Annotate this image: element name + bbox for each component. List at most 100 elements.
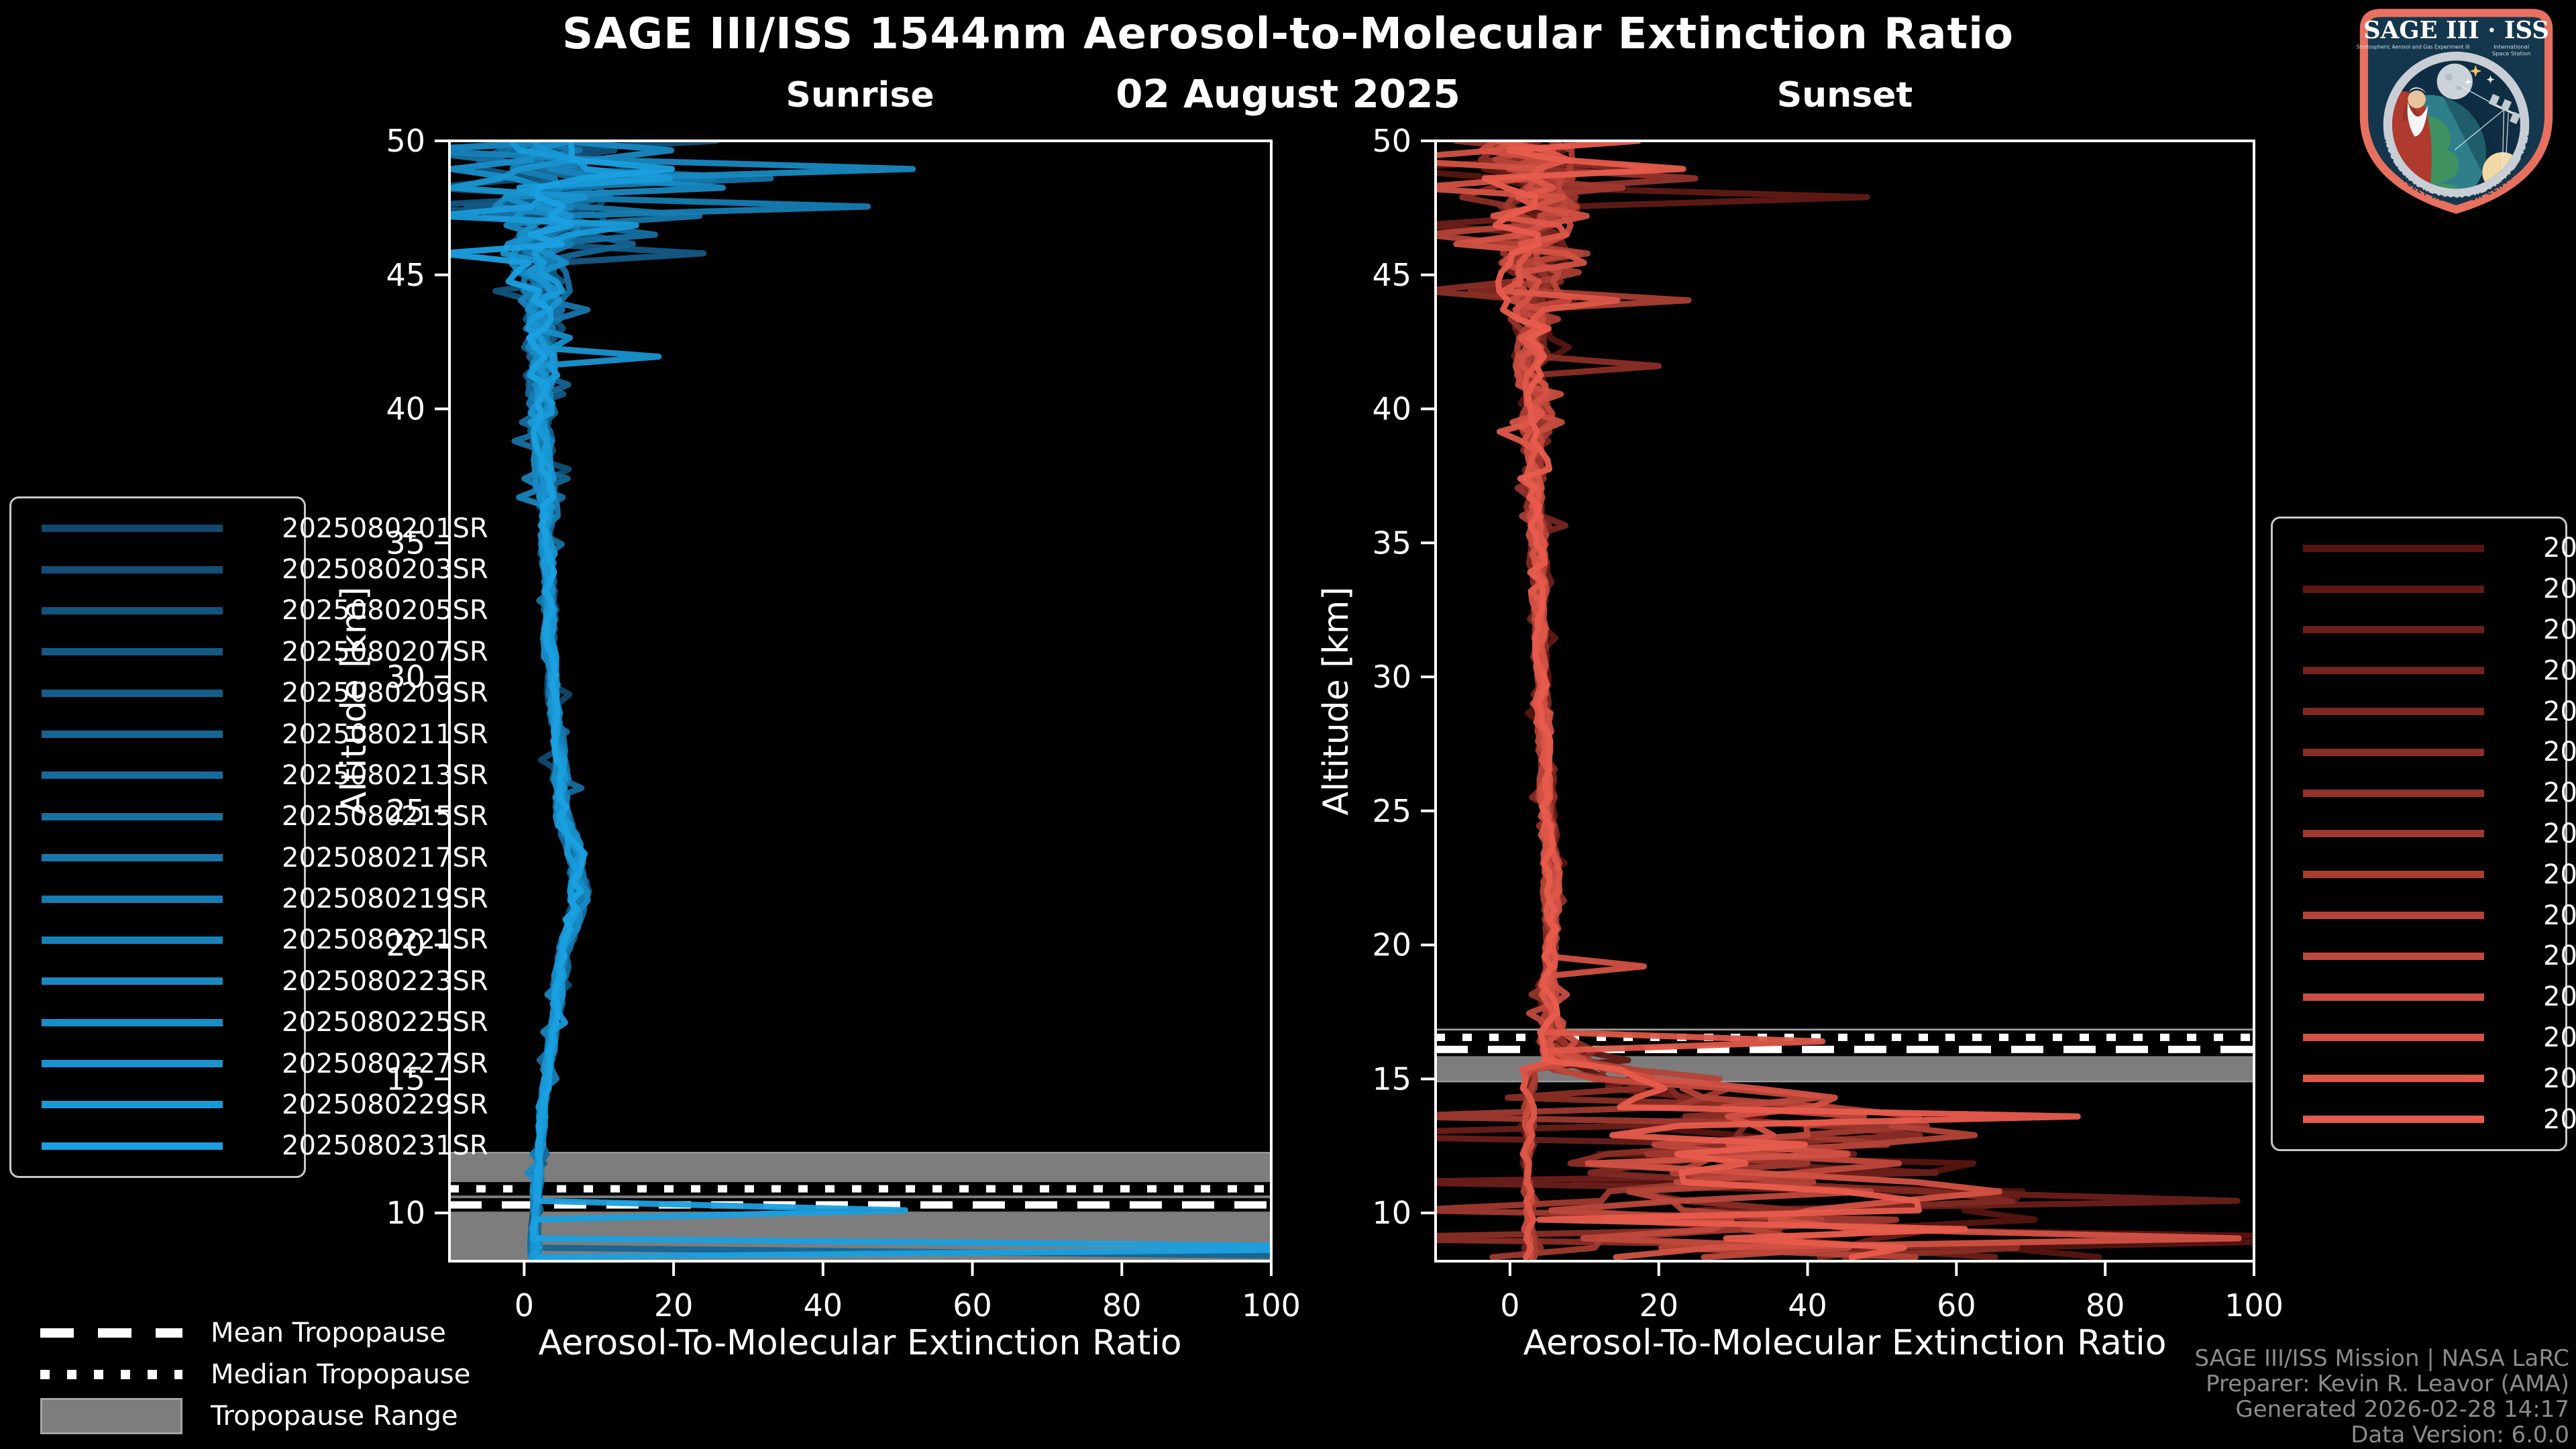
legend-label: 2025080220SS [2543, 900, 2576, 931]
legend-line-swatch [42, 648, 223, 656]
x-tick-label: 60 [953, 1287, 992, 1324]
legend-item: 2025080209SR [11, 678, 488, 708]
legend-label: 2025080203SR [282, 554, 488, 586]
legend-line-swatch [42, 689, 223, 697]
x-tick-label: 40 [1788, 1287, 1827, 1324]
mission-logo: SAGE III · ISS Stratospheric Aerosol and… [2345, 4, 2553, 214]
legend-line-swatch [2303, 993, 2484, 1001]
tropopause-band-swatch [40, 1398, 182, 1434]
y-tick-label: 30 [386, 659, 425, 695]
sunset-yaxis-label: Altitude [km] [1316, 586, 1356, 816]
tropopause-legend-label: Mean Tropopause [211, 1318, 446, 1348]
legend-item: 2025080231SR [11, 1130, 488, 1161]
legend-line-swatch [2303, 708, 2484, 716]
y-tick-label: 40 [1372, 391, 1411, 427]
tropopause-legend-label: Tropopause Range [211, 1401, 458, 1432]
legend-line-swatch [2303, 871, 2484, 879]
legend-label: 2025080212SS [2543, 737, 2576, 768]
legend-label: 2025080211SR [282, 718, 488, 750]
legend-line-swatch [42, 895, 223, 903]
y-tick-label: 50 [1372, 123, 1411, 159]
legend-label: 2025080213SR [282, 759, 488, 791]
legend-item: 2025080215SR [11, 801, 488, 832]
date-subtitle: 02 August 2025 [1116, 71, 1460, 117]
legend-label: 2025080206SS [2543, 614, 2576, 645]
y-tick-label: 20 [386, 927, 425, 963]
legend-item: 2025080222SS [2273, 941, 2576, 971]
attribution-data-version: Data Version: 6.0.0 [2351, 1421, 2569, 1448]
legend-item: 2025080201SR [11, 513, 488, 544]
legend-label: 2025080222SS [2543, 941, 2576, 972]
y-tick-label: 10 [386, 1195, 425, 1231]
sunrise-plot: 0 20 40 60 80 100 10 15 20 25 30 35 40 45 50 [386, 123, 1301, 1324]
legend-item: 2025080206SS [2273, 614, 2576, 645]
legend-label: 2025080226SS [2543, 1022, 2576, 1053]
moon-icon [2436, 63, 2473, 100]
iss-icon [2488, 93, 2520, 125]
page-title: SAGE III/ISS 1544nm Aerosol-to-Molecular… [562, 9, 2014, 59]
legend-line-swatch [42, 1060, 223, 1068]
attribution-generated: Generated 2026-02-28 14:17 [2235, 1396, 2569, 1423]
profile-line-2025080206SS [1436, 141, 2241, 1260]
legend-item: 2025080216SS [2273, 818, 2576, 849]
legend-label: 2025080215SR [282, 801, 488, 833]
logo-subtitle-left: Stratospheric Aerosol and Gas Experiment… [2357, 44, 2470, 50]
sunset-panel-title: Sunset [1776, 75, 1913, 115]
legend-item: 2025080214SS [2273, 777, 2576, 808]
sunset-plot-area [1436, 141, 2254, 1260]
legend-item: 2025080230SS [2273, 1104, 2576, 1135]
sunrise-panel-title: Sunrise [786, 75, 934, 115]
legend-item: 2025080210SS [2273, 696, 2576, 727]
y-tick-label: 45 [1372, 257, 1411, 293]
x-tick-label: 0 [1500, 1287, 1519, 1324]
legend-item: 2025080228SS [2273, 1063, 2576, 1094]
legend-line-swatch [2303, 789, 2484, 797]
legend-line-swatch [42, 731, 223, 739]
tropopause-dotted-swatch [40, 1370, 182, 1379]
legend-item: 2025080212SS [2273, 737, 2576, 767]
logo-subtitle-right-1: International [2493, 44, 2529, 50]
legend-item: 2025080213SR [11, 760, 488, 791]
y-tick-label: 15 [386, 1061, 425, 1097]
legend-line-swatch [2303, 667, 2484, 675]
sunset-plot: 0 20 40 60 80 100 10 15 20 25 30 35 40 45 50 [1372, 123, 2283, 1324]
legend-item: 2025080202SS [2273, 533, 2576, 564]
axes-spine [448, 140, 1273, 1263]
legend-line-swatch [2303, 912, 2484, 920]
y-tick-label: 10 [1372, 1195, 1411, 1231]
legend-label: 2025080204SS [2543, 574, 2576, 605]
x-tick-label: 100 [1242, 1287, 1301, 1324]
legend-label: 2025080225SR [282, 1007, 488, 1038]
legend-item: 2025080220SS [2273, 900, 2576, 931]
legend-label: 2025080216SS [2543, 818, 2576, 849]
x-tick-label: 20 [1639, 1287, 1678, 1324]
profile-line-2025080220SS [1436, 141, 1978, 1260]
legend-label: 2025080219SR [282, 883, 488, 915]
legend-item: 2025080229SR [11, 1089, 488, 1120]
profile-line-2025080230SS [1481, 141, 2081, 1260]
legend-item: 2025080219SR [11, 883, 488, 914]
legend-label: 2025080202SS [2543, 533, 2576, 564]
y-tick-label: 25 [1372, 793, 1411, 829]
tropopause-legend-item: Tropopause Range [40, 1395, 470, 1437]
legend-item: 2025080223SR [11, 966, 488, 997]
tropopause-legend: Mean Tropopause Median Tropopause Tropopau… [40, 1312, 470, 1437]
legend-item: 2025080221SR [11, 924, 488, 955]
legend-label: 2025080209SR [282, 678, 488, 709]
x-tick-label: 0 [515, 1287, 534, 1324]
legend-item: 2025080225SR [11, 1007, 488, 1038]
legend-label: 2025080227SR [282, 1048, 488, 1079]
legend-label: 2025080228SS [2543, 1063, 2576, 1094]
x-tick-label: 60 [1937, 1287, 1976, 1324]
legend-label: 2025080231SR [282, 1130, 488, 1162]
legend-line-swatch [2303, 1034, 2484, 1042]
sunset-xaxis-label: Aerosol-To-Molecular Extinction Ratio [1523, 1323, 2167, 1363]
legend-line-swatch [2303, 748, 2484, 756]
attribution: SAGE III/ISS Mission | NASA LaRC Prepare… [2194, 1346, 2569, 1448]
legend-line-swatch [42, 525, 223, 533]
y-tick-label: 30 [1372, 659, 1411, 695]
y-tick-label: 15 [1372, 1061, 1411, 1097]
y-tick-label: 40 [386, 391, 425, 427]
x-tick-label: 80 [2086, 1287, 2125, 1324]
